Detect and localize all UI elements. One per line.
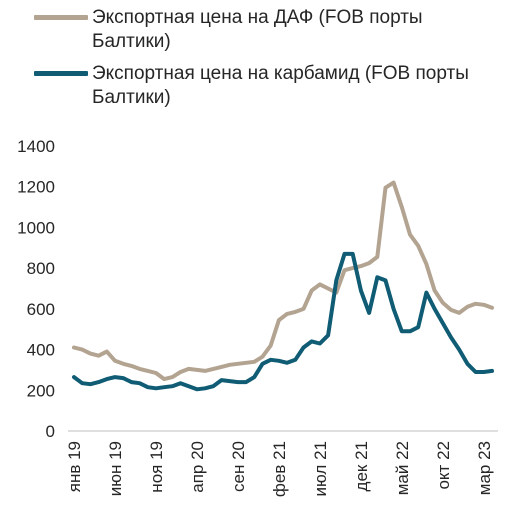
x-tick-label: апр 20: [188, 441, 207, 493]
x-tick-label: дек 21: [352, 441, 371, 491]
x-tick-label: сен 20: [229, 441, 248, 492]
legend-label-urea: Экспортная цена на карбамид (FOB порты Б…: [92, 63, 469, 108]
x-tick-label: ноя 19: [147, 441, 166, 493]
x-tick-label: фев 21: [270, 441, 289, 497]
series-line-urea: [72, 251, 494, 392]
legend-swatch-urea: [34, 71, 88, 76]
y-tick-label: 0: [46, 422, 55, 441]
x-tick-label: окт 22: [434, 441, 453, 490]
x-tick-label: июн 19: [106, 441, 125, 496]
y-tick-label: 400: [27, 341, 55, 360]
x-axis: янв 19 июн 19 ноя 19 апр 20 сен 20 фев 21 июл …: [65, 441, 494, 497]
x-tick-label: мар 23: [475, 441, 494, 495]
legend-item-daf: Экспортная цена на ДАФ (FOB порты Балтик…: [34, 6, 502, 54]
series-lines: [72, 180, 494, 392]
series-line-daf: [72, 180, 494, 382]
x-tick-label: май 22: [393, 441, 412, 495]
x-tick-label: июл 21: [311, 441, 330, 496]
x-tick-label: янв 19: [65, 441, 84, 492]
legend-label-daf: Экспортная цена на ДАФ (FOB порты Балтик…: [92, 7, 423, 52]
y-axis: 0 200 400 600 800 1000 1200 1400: [17, 137, 55, 441]
y-tick-label: 1400: [17, 137, 55, 156]
y-tick-label: 600: [27, 300, 55, 319]
y-tick-label: 1000: [17, 218, 55, 237]
legend-swatch-daf: [34, 15, 88, 20]
y-tick-label: 1200: [17, 178, 55, 197]
chart-legend: Экспортная цена на ДАФ (FOB порты Балтик…: [0, 0, 531, 120]
y-tick-label: 200: [27, 381, 55, 400]
y-tick-label: 800: [27, 259, 55, 278]
legend-item-urea: Экспортная цена на карбамид (FOB порты Б…: [34, 62, 502, 110]
